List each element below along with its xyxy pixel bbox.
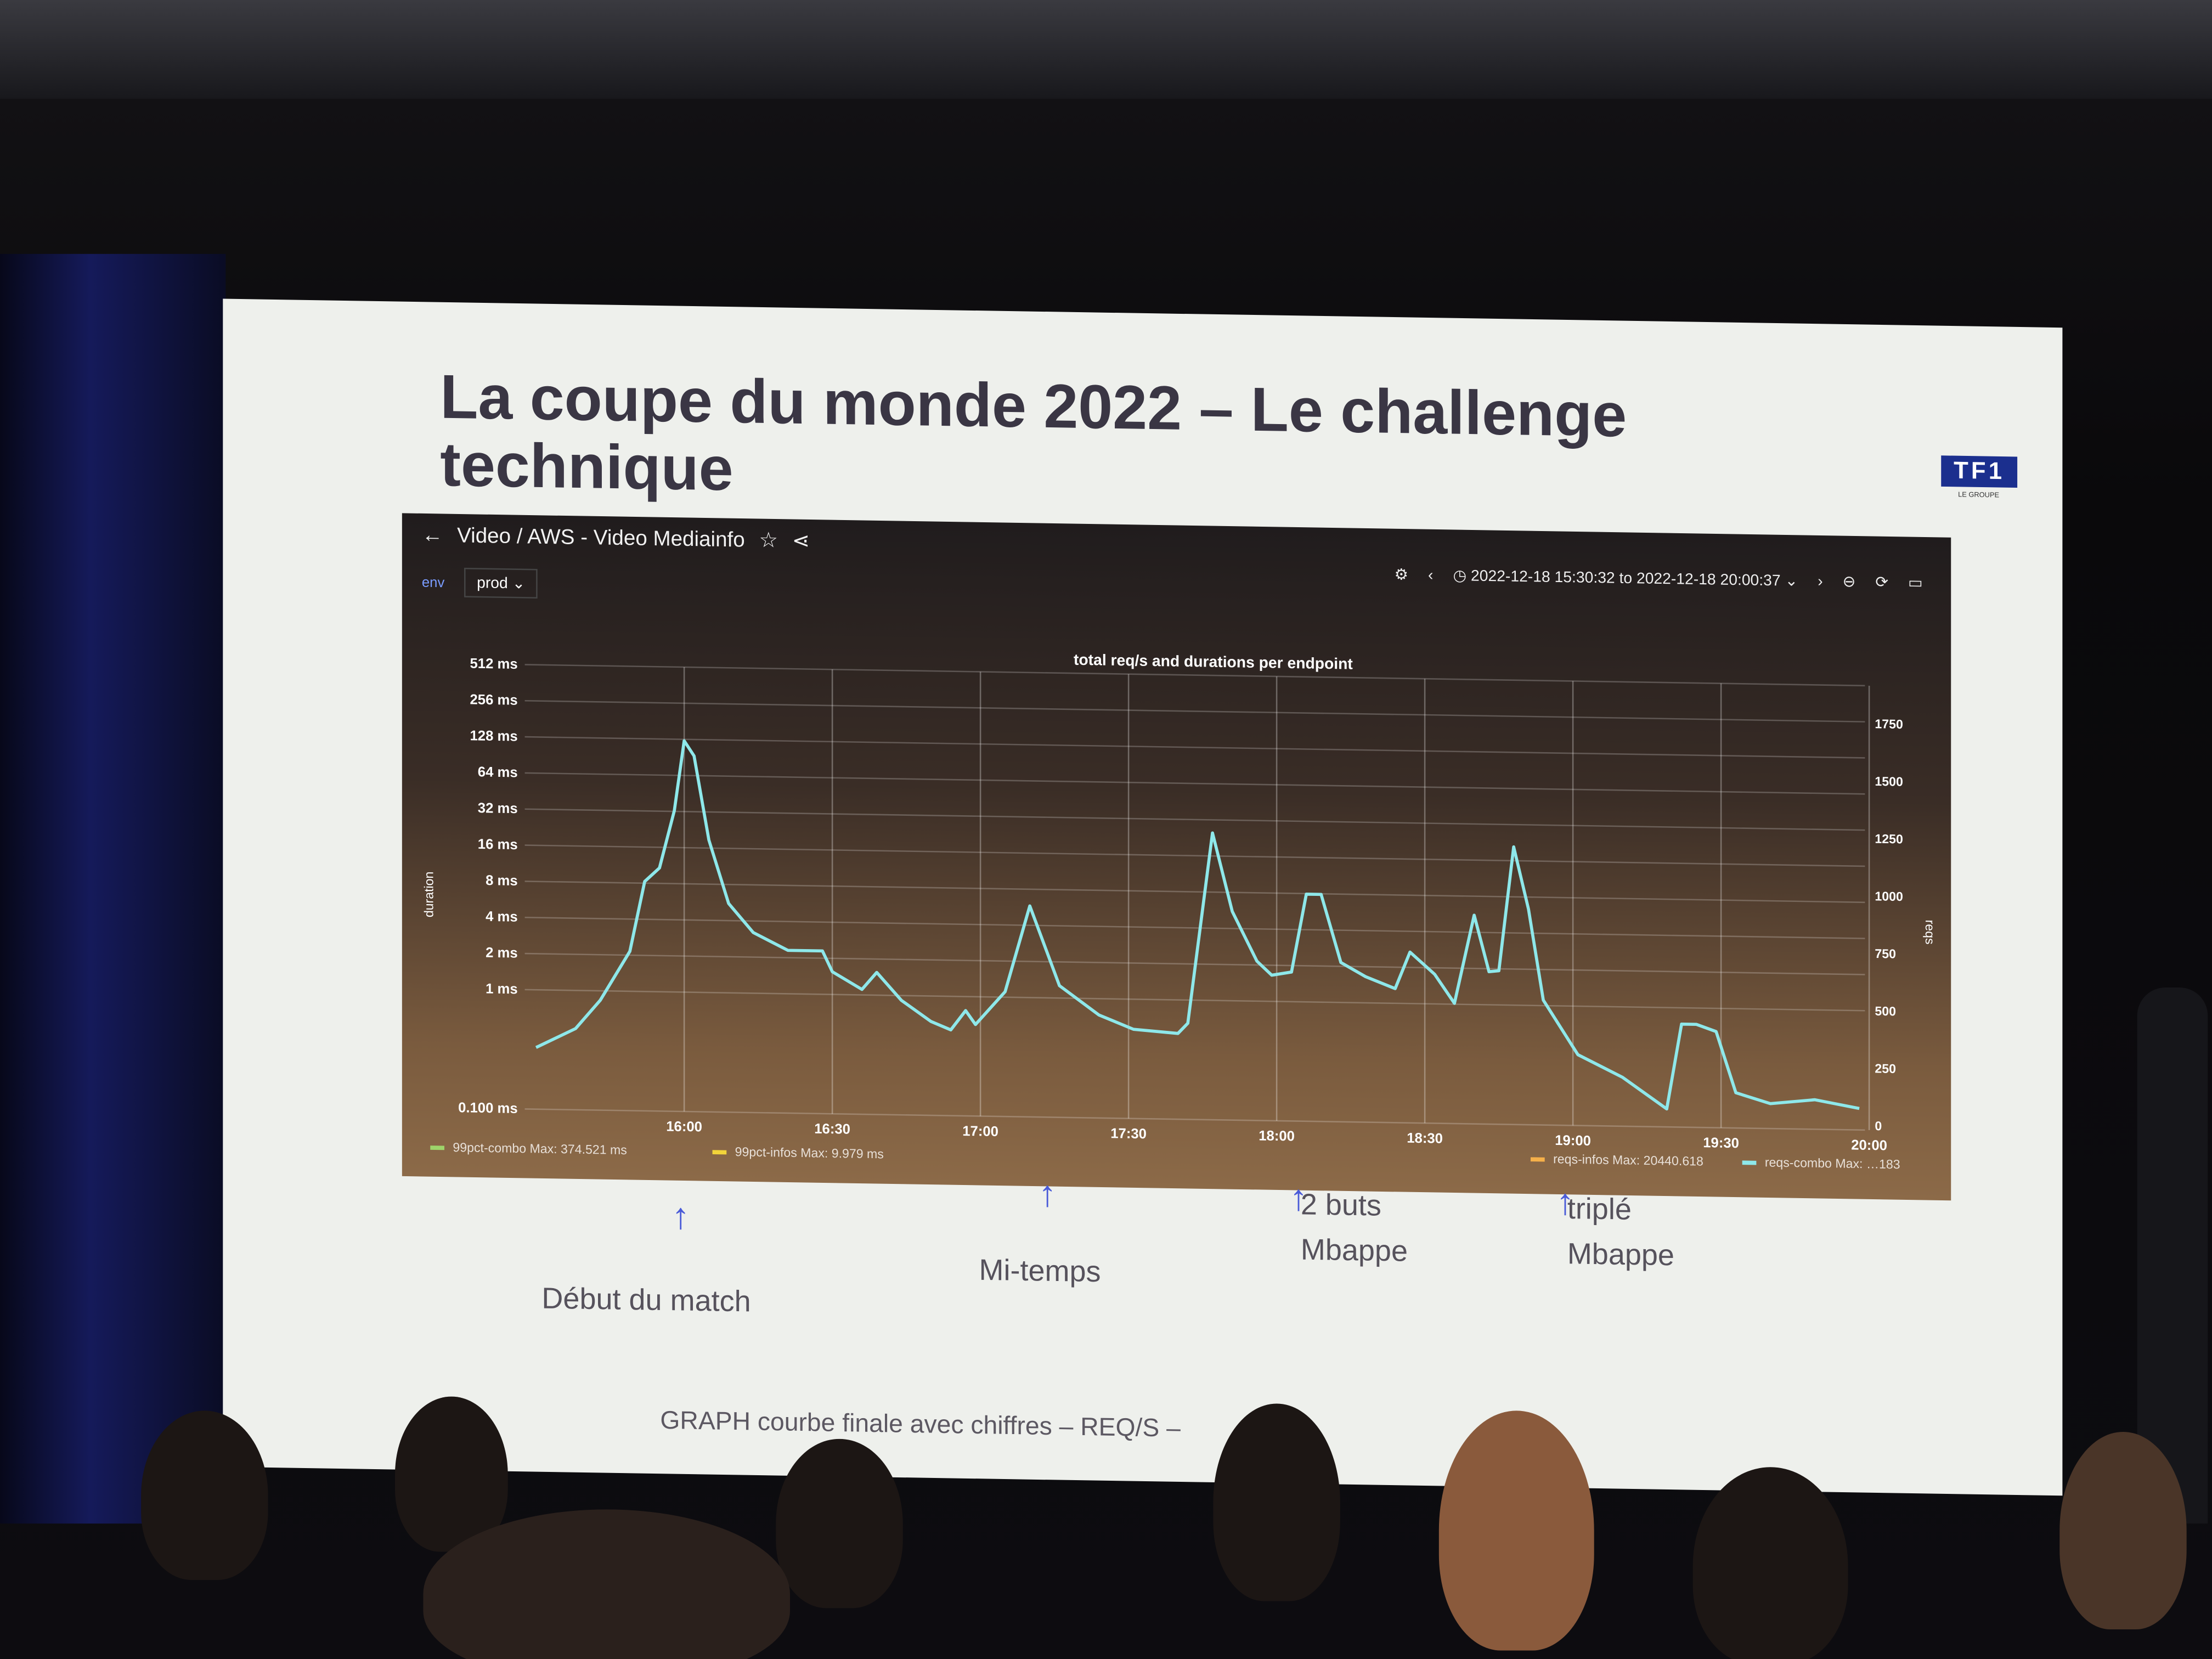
- left-tick-label: 16 ms: [478, 837, 518, 853]
- left-tick-label: 8 ms: [486, 873, 518, 889]
- presenter: [2137, 987, 2208, 1524]
- slide-title: La coupe du monde 2022 – Le challenge te…: [440, 363, 1627, 505]
- presentation-slide: La coupe du monde 2022 – Le challenge te…: [223, 298, 2063, 1496]
- right-tick-label: 1750: [1875, 716, 1903, 731]
- slide-footer: GRAPH courbe finale avec chiffres – REQ/…: [660, 1406, 1181, 1443]
- logo-subtext: LE GROUPE: [1958, 491, 2000, 500]
- right-tick-label: 1500: [1875, 774, 1903, 789]
- x-tick-label: 20:00: [1851, 1137, 1887, 1153]
- legend-label: reqs-infos Max: 20440.618: [1553, 1152, 1703, 1168]
- left-tick-label: 64 ms: [478, 764, 518, 780]
- annotation-label: Mi-temps: [979, 1254, 1101, 1289]
- grid-line: [524, 736, 1865, 759]
- left-tick-label: 4 ms: [486, 909, 518, 925]
- grid-line: [524, 916, 1865, 939]
- left-tick-label: 2 ms: [486, 945, 518, 961]
- right-tick-label: 250: [1875, 1061, 1896, 1076]
- left-tick-label: 512 ms: [470, 656, 518, 672]
- grid-line: [524, 881, 1865, 904]
- annotation-label: triplé Mbappe: [1567, 1193, 1674, 1273]
- y-axis-label-left: duration: [421, 871, 436, 917]
- chart: total req/s and durations per endpoint 51…: [421, 651, 1937, 1172]
- legend-label: reqs-combo Max: …183: [1765, 1155, 1900, 1171]
- audience-head: [141, 1410, 268, 1580]
- grid-line: [524, 699, 1865, 723]
- legend-label: 99pct-combo Max: 374.521 ms: [453, 1140, 627, 1157]
- left-tick-label: 32 ms: [478, 800, 518, 816]
- grid-line: [524, 1108, 1865, 1131]
- x-tick-label: 18:00: [1259, 1128, 1295, 1144]
- annotation-label: 2 buts Mbappe: [1300, 1189, 1408, 1268]
- x-tick-label: 17:00: [962, 1124, 998, 1139]
- annotation-label: Début du match: [541, 1283, 751, 1319]
- x-tick-label: 19:30: [1703, 1135, 1739, 1151]
- right-tick-label: 500: [1875, 1004, 1896, 1019]
- grid-line: [524, 808, 1865, 831]
- x-tick-label: 16:00: [666, 1119, 702, 1135]
- x-tick-label: 18:30: [1407, 1131, 1443, 1147]
- legend-swatch: [712, 1150, 727, 1155]
- x-tick-label: 17:30: [1110, 1126, 1147, 1142]
- chart-title: total req/s and durations per endpoint: [1074, 651, 1353, 673]
- audience-head: [394, 1396, 508, 1552]
- grid-line: [524, 772, 1865, 795]
- left-tick-label: 1 ms: [486, 981, 518, 997]
- grid-line: [524, 664, 1865, 687]
- audience-head: [1213, 1403, 1340, 1601]
- x-tick-label: 19:00: [1555, 1133, 1591, 1149]
- grid-line: [524, 844, 1865, 867]
- legend-label: 99pct-infos Max: 9.979 ms: [735, 1144, 884, 1161]
- grid-line: [524, 989, 1865, 1012]
- left-tick-label: 128 ms: [470, 728, 518, 744]
- audience-head: [423, 1509, 790, 1659]
- audience-head: [1438, 1410, 1594, 1651]
- series-line-reqs-combo: [535, 739, 1860, 1111]
- grafana-dashboard: ← Video / AWS - Video Mediainfo ☆ ⋖ ⚙ ‹ …: [402, 513, 1951, 1201]
- ceiling: [0, 0, 2212, 99]
- legend-swatch: [1742, 1160, 1757, 1165]
- annotation-arrow-icon: ↑: [1038, 1172, 1057, 1215]
- audience-head: [1692, 1467, 1848, 1659]
- right-tick-label: 0: [1875, 1119, 1882, 1133]
- right-tick-label: 1250: [1875, 832, 1903, 847]
- legend-swatch: [1530, 1157, 1545, 1162]
- legend-swatch: [430, 1146, 444, 1150]
- y-axis-label-right: reqs: [1923, 919, 1937, 944]
- tf1-logo: TF1: [1941, 455, 2018, 488]
- annotation-arrow-icon: ↑: [671, 1194, 690, 1238]
- right-tick-label: 750: [1875, 946, 1896, 961]
- left-tick-label: 0.100 ms: [458, 1100, 518, 1116]
- x-tick-label: 16:30: [814, 1121, 850, 1137]
- audience-head: [776, 1438, 903, 1609]
- left-tick-label: 256 ms: [470, 692, 518, 708]
- right-tick-label: 1000: [1875, 889, 1903, 904]
- curtain: [0, 253, 226, 1524]
- audience-head: [2059, 1431, 2187, 1629]
